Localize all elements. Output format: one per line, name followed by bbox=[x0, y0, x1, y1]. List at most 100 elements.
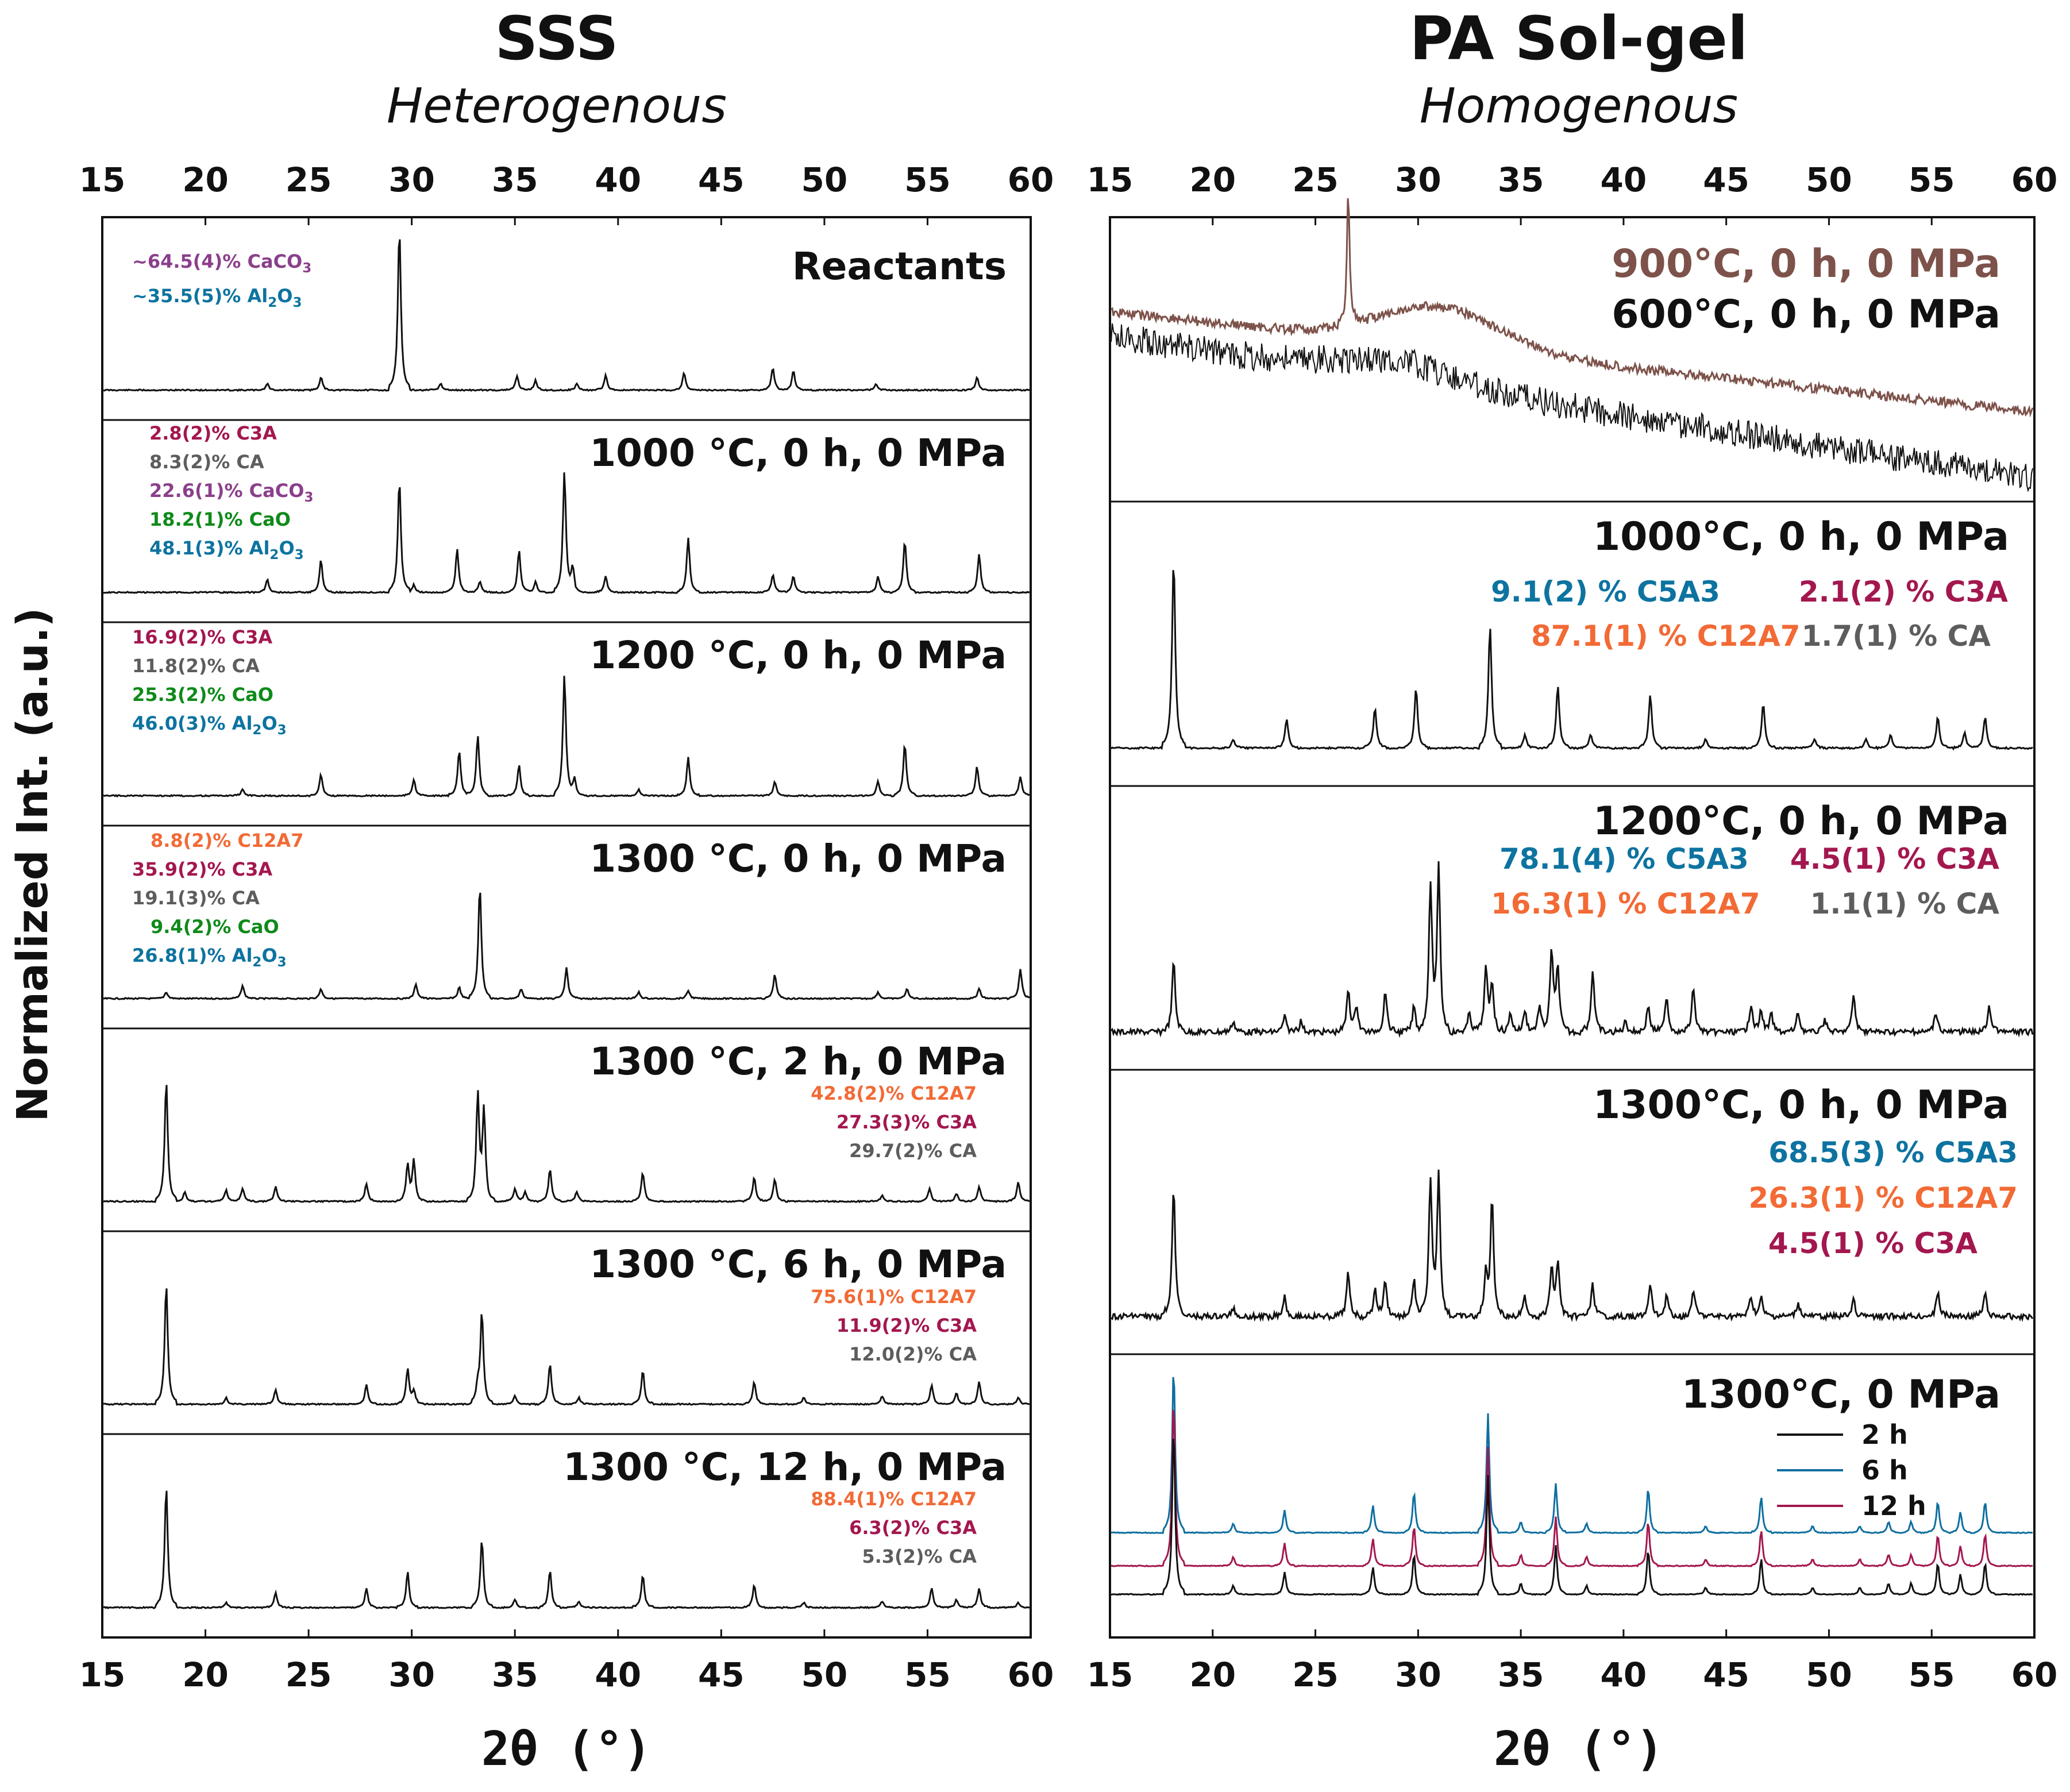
sss-x-top-tick-label: 35 bbox=[492, 160, 538, 199]
solgel-title: PA Sol-gel bbox=[1409, 3, 1748, 74]
solgel-panel-label: 1200°C, 0 h, 0 MPa bbox=[1593, 799, 2009, 844]
solgel-phase-annotation: 4.5(1) % C3A bbox=[1790, 842, 1999, 876]
sss-phase-annotation: 8.8(2)% C12A7 bbox=[151, 830, 303, 851]
solgel-phase-annotation: 16.3(1) % C12A7 bbox=[1491, 887, 1760, 920]
sss-phase-annotation: 88.4(1)% C12A7 bbox=[811, 1488, 977, 1510]
sss-x-bottom-tick-label: 25 bbox=[286, 1655, 332, 1694]
solgel-phase-annotation: 78.1(4) % C5A3 bbox=[1500, 842, 1749, 876]
legend-label: 2 h bbox=[1861, 1419, 1908, 1450]
solgel-x-top-tick-label: 55 bbox=[1909, 160, 1955, 199]
sss-phase-annotation: 9.4(2)% CaO bbox=[151, 916, 279, 938]
solgel-series-label: 900°C, 0 h, 0 MPa bbox=[1612, 241, 2000, 287]
sss-phase-annotation: 29.7(2)% CA bbox=[849, 1140, 977, 1162]
sss-phase-annotation: 19.1(3)% CA bbox=[132, 887, 260, 909]
solgel-phase-annotation: 1.1(1) % CA bbox=[1810, 887, 2000, 920]
solgel-amorphous-series bbox=[1111, 323, 2033, 492]
sss-x-bottom-tick-label: 50 bbox=[801, 1655, 848, 1694]
sss-pattern-4 bbox=[103, 1085, 1030, 1204]
sss-phase-annotation: 46.0(3)% Al2O3 bbox=[132, 712, 287, 738]
solgel-panel-label: 1300°C, 0 h, 0 MPa bbox=[1593, 1082, 2009, 1128]
sss-x-bottom-tick-label: 45 bbox=[698, 1655, 745, 1694]
solgel-x-bottom-tick-label: 50 bbox=[1806, 1655, 1852, 1694]
solgel-x-top-tick-label: 50 bbox=[1806, 160, 1852, 199]
solgel-x-bottom-tick-label: 35 bbox=[1498, 1655, 1544, 1694]
solgel-phase-annotation: 26.3(1) % C12A7 bbox=[1748, 1181, 2018, 1215]
sss-panel-label: 1300 °C, 0 h, 0 MPa bbox=[589, 837, 1007, 881]
sss-x-top-tick-label: 30 bbox=[388, 160, 435, 199]
solgel-x-axis-label: 2θ (°) bbox=[1494, 1722, 1664, 1776]
sss-x-bottom-tick-label: 20 bbox=[182, 1655, 229, 1694]
sss-phase-annotation: 26.8(1)% Al2O3 bbox=[132, 945, 287, 970]
solgel-subtitle: Homogenous bbox=[1420, 78, 1738, 134]
y-axis-label: Normalized Int. (a.u.) bbox=[8, 608, 57, 1122]
solgel-phase-annotation: 4.5(1) % C3A bbox=[1768, 1227, 1978, 1260]
sss-panel-label: 1300 °C, 2 h, 0 MPa bbox=[589, 1039, 1007, 1084]
solgel-time-series-2h bbox=[1111, 1439, 2033, 1597]
sss-x-top-tick-label: 25 bbox=[286, 160, 332, 199]
solgel-x-top-tick-label: 25 bbox=[1292, 160, 1339, 199]
solgel-series-label: 600°C, 0 h, 0 MPa bbox=[1612, 292, 2000, 337]
sss-x-bottom-tick-label: 55 bbox=[904, 1655, 951, 1694]
solgel-x-top-tick-label: 45 bbox=[1703, 160, 1749, 199]
solgel-pattern-1 bbox=[1111, 570, 2033, 751]
solgel-x-top-tick-label: 35 bbox=[1498, 160, 1544, 199]
solgel-phase-annotation: 1.7(1) % CA bbox=[1802, 619, 1991, 653]
solgel-pattern-2 bbox=[1110, 861, 2034, 1038]
sss-phase-annotation: 75.6(1)% C12A7 bbox=[811, 1286, 977, 1308]
solgel-phase-annotation: 68.5(3) % C5A3 bbox=[1768, 1136, 2018, 1169]
solgel-amorphous-series bbox=[1111, 198, 2034, 418]
solgel-panel-label: 1000°C, 0 h, 0 MPa bbox=[1593, 514, 2009, 560]
sss-phase-annotation: 42.8(2)% C12A7 bbox=[811, 1082, 977, 1104]
solgel-x-bottom-tick-label: 30 bbox=[1395, 1655, 1441, 1694]
sss-phase-annotation: 22.6(1)% CaCO3 bbox=[149, 480, 313, 505]
sss-pattern-6 bbox=[103, 1490, 1030, 1610]
solgel-panel-label: 1300°C, 0 MPa bbox=[1682, 1372, 2000, 1417]
solgel-time-series-12h bbox=[1111, 1409, 2033, 1568]
sss-phase-annotation: 2.8(2)% C3A bbox=[149, 422, 277, 444]
sss-phase-annotation: 35.9(2)% C3A bbox=[132, 858, 272, 880]
sss-x-top-tick-label: 15 bbox=[79, 160, 126, 199]
sss-phase-annotation: 11.8(2)% CA bbox=[132, 655, 260, 677]
sss-x-top-tick-label: 20 bbox=[182, 160, 229, 199]
sss-pattern-3 bbox=[103, 892, 1030, 1001]
solgel-x-bottom-tick-label: 60 bbox=[2011, 1655, 2058, 1694]
solgel-x-top-tick-label: 15 bbox=[1087, 160, 1134, 199]
sss-phase-annotation: 8.3(2)% CA bbox=[149, 451, 264, 473]
solgel-phase-annotation: 87.1(1) % C12A7 bbox=[1531, 619, 1801, 653]
solgel-x-top-tick-label: 20 bbox=[1189, 160, 1236, 199]
sss-phase-annotation: 18.2(1)% CaO bbox=[149, 508, 291, 530]
solgel-x-bottom-tick-label: 15 bbox=[1087, 1655, 1134, 1694]
sss-phase-annotation: 27.3(3)% C3A bbox=[837, 1111, 977, 1133]
sss-pattern-5 bbox=[103, 1288, 1030, 1406]
sss-x-bottom-tick-label: 60 bbox=[1008, 1655, 1054, 1694]
sss-subtitle: Heterogenous bbox=[387, 78, 727, 134]
legend-label: 12 h bbox=[1861, 1490, 1926, 1521]
solgel-x-top-tick-label: 40 bbox=[1601, 160, 1647, 199]
sss-phase-annotation: 48.1(3)% Al2O3 bbox=[149, 537, 304, 562]
solgel-x-top-tick-label: 60 bbox=[2011, 160, 2058, 199]
sss-phase-annotation: 6.3(2)% C3A bbox=[849, 1517, 977, 1539]
sss-x-top-tick-label: 50 bbox=[801, 160, 848, 199]
solgel-x-top-tick-label: 30 bbox=[1395, 160, 1441, 199]
sss-pattern-2 bbox=[103, 676, 1030, 798]
sss-phase-annotation: 16.9(2)% C3A bbox=[132, 626, 272, 648]
sss-x-top-tick-label: 40 bbox=[595, 160, 641, 199]
sss-pattern-0 bbox=[103, 239, 1030, 392]
solgel-time-series-6h bbox=[1111, 1377, 2033, 1535]
sss-panel-label: 1300 °C, 6 h, 0 MPa bbox=[589, 1242, 1007, 1286]
sss-x-top-tick-label: 45 bbox=[698, 160, 745, 199]
sss-phase-annotation: 11.9(2)% C3A bbox=[837, 1315, 977, 1336]
sss-phase-annotation: 25.3(2)% CaO bbox=[132, 684, 273, 706]
sss-panel-label: 1300 °C, 12 h, 0 MPa bbox=[563, 1445, 1007, 1489]
sss-pattern-1 bbox=[103, 472, 1030, 595]
solgel-phase-annotation: 9.1(2) % C5A3 bbox=[1491, 575, 1720, 608]
sss-x-bottom-tick-label: 40 bbox=[595, 1655, 641, 1694]
sss-x-bottom-tick-label: 35 bbox=[492, 1655, 538, 1694]
sss-phase-annotation: 5.3(2)% CA bbox=[862, 1546, 977, 1567]
solgel-x-bottom-tick-label: 45 bbox=[1703, 1655, 1749, 1694]
sss-panel-label: 1000 °C, 0 h, 0 MPa bbox=[589, 431, 1007, 475]
sss-panel-label: Reactants bbox=[792, 244, 1007, 288]
